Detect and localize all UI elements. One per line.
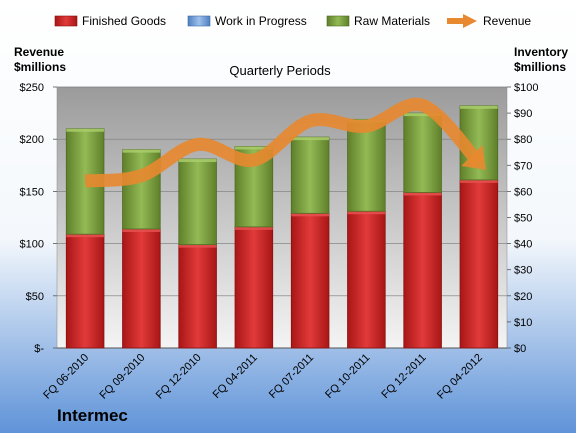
bar-cap-finished-goods (122, 228, 161, 232)
left-tick-label: $- (34, 343, 44, 355)
bar-finished-goods (347, 210, 386, 349)
revenue-arrowhead (461, 145, 486, 170)
left-tick-label: $100 (20, 239, 44, 251)
bar-finished-goods (122, 228, 161, 349)
bar-cap-raw-materials (235, 146, 273, 150)
bar-raw-materials (178, 158, 217, 246)
bar-cap-raw-materials (122, 149, 161, 153)
right-tick-label: $40 (514, 239, 532, 251)
revenue-line (84, 97, 484, 188)
bar-finished-goods (234, 226, 274, 349)
left-tick-label: $200 (20, 134, 44, 146)
left-axis-title-line1: Revenue (14, 45, 64, 59)
bar-cap-raw-materials (291, 137, 329, 141)
right-tick-label: $80 (514, 134, 532, 146)
bar-finished-goods (459, 179, 499, 349)
left-axis-ticks: $- $50 $100 $150 $200 $250 (20, 82, 57, 355)
bar-cap-finished-goods (291, 213, 329, 217)
bar-cap-raw-materials (178, 159, 217, 163)
revenue-line-group (84, 97, 486, 188)
left-tick-label: $250 (20, 82, 44, 94)
legend-label-finished-goods: Finished Goods (82, 14, 166, 28)
right-tick-label: $20 (514, 291, 532, 303)
bar-cap-raw-materials (403, 113, 442, 117)
bar-finished-goods (178, 244, 217, 349)
legend-label-raw-materials: Raw Materials (354, 14, 430, 28)
bar-raw-materials (290, 136, 330, 214)
right-tick-label: $50 (514, 213, 532, 225)
right-axis-title-line2: $millions (514, 60, 566, 74)
right-tick-label: $100 (514, 82, 538, 94)
bars-group (65, 105, 499, 349)
bar-cap-finished-goods (178, 244, 217, 248)
left-axis-title-line2: $millions (14, 60, 66, 74)
legend: Finished Goods Work in Progress Raw Mate… (54, 14, 531, 28)
company-name: Intermec (57, 406, 128, 425)
legend-swatch-raw-materials (326, 15, 350, 27)
legend-swatch-finished-goods (54, 15, 78, 27)
right-tick-label: $60 (514, 186, 532, 198)
bar-cap-finished-goods (347, 211, 386, 215)
left-tick-label: $150 (20, 186, 44, 198)
left-tick-label: $50 (26, 291, 44, 303)
right-axis-ticks: $0 $10 $20 $30 $40 $50 $60 $70 $80 $90 $100 (507, 82, 538, 355)
right-tick-label: $90 (514, 108, 532, 120)
bar-raw-materials (403, 112, 442, 193)
right-tick-label: $10 (514, 317, 532, 329)
bar-cap-finished-goods (403, 192, 442, 196)
bar-finished-goods (290, 212, 330, 349)
right-tick-label: $70 (514, 160, 532, 172)
bar-cap-raw-materials (460, 105, 498, 109)
bar-finished-goods (65, 233, 105, 349)
chart-subtitle: Quarterly Periods (229, 63, 331, 78)
bar-raw-materials (347, 118, 386, 212)
legend-swatch-revenue-arrowhead (463, 14, 477, 28)
bar-cap-finished-goods (66, 234, 104, 238)
legend-swatch-work-in-progress (187, 15, 211, 27)
bar-cap-raw-materials (66, 128, 104, 132)
bar-cap-finished-goods (460, 179, 498, 183)
bar-cap-finished-goods (235, 226, 273, 230)
legend-label-revenue: Revenue (483, 14, 531, 28)
right-tick-label: $30 (514, 265, 532, 277)
legend-label-work-in-progress: Work in Progress (215, 14, 307, 28)
bar-finished-goods (403, 192, 442, 349)
right-tick-label: $0 (514, 343, 526, 355)
right-axis-title-line1: Inventory (514, 45, 568, 59)
